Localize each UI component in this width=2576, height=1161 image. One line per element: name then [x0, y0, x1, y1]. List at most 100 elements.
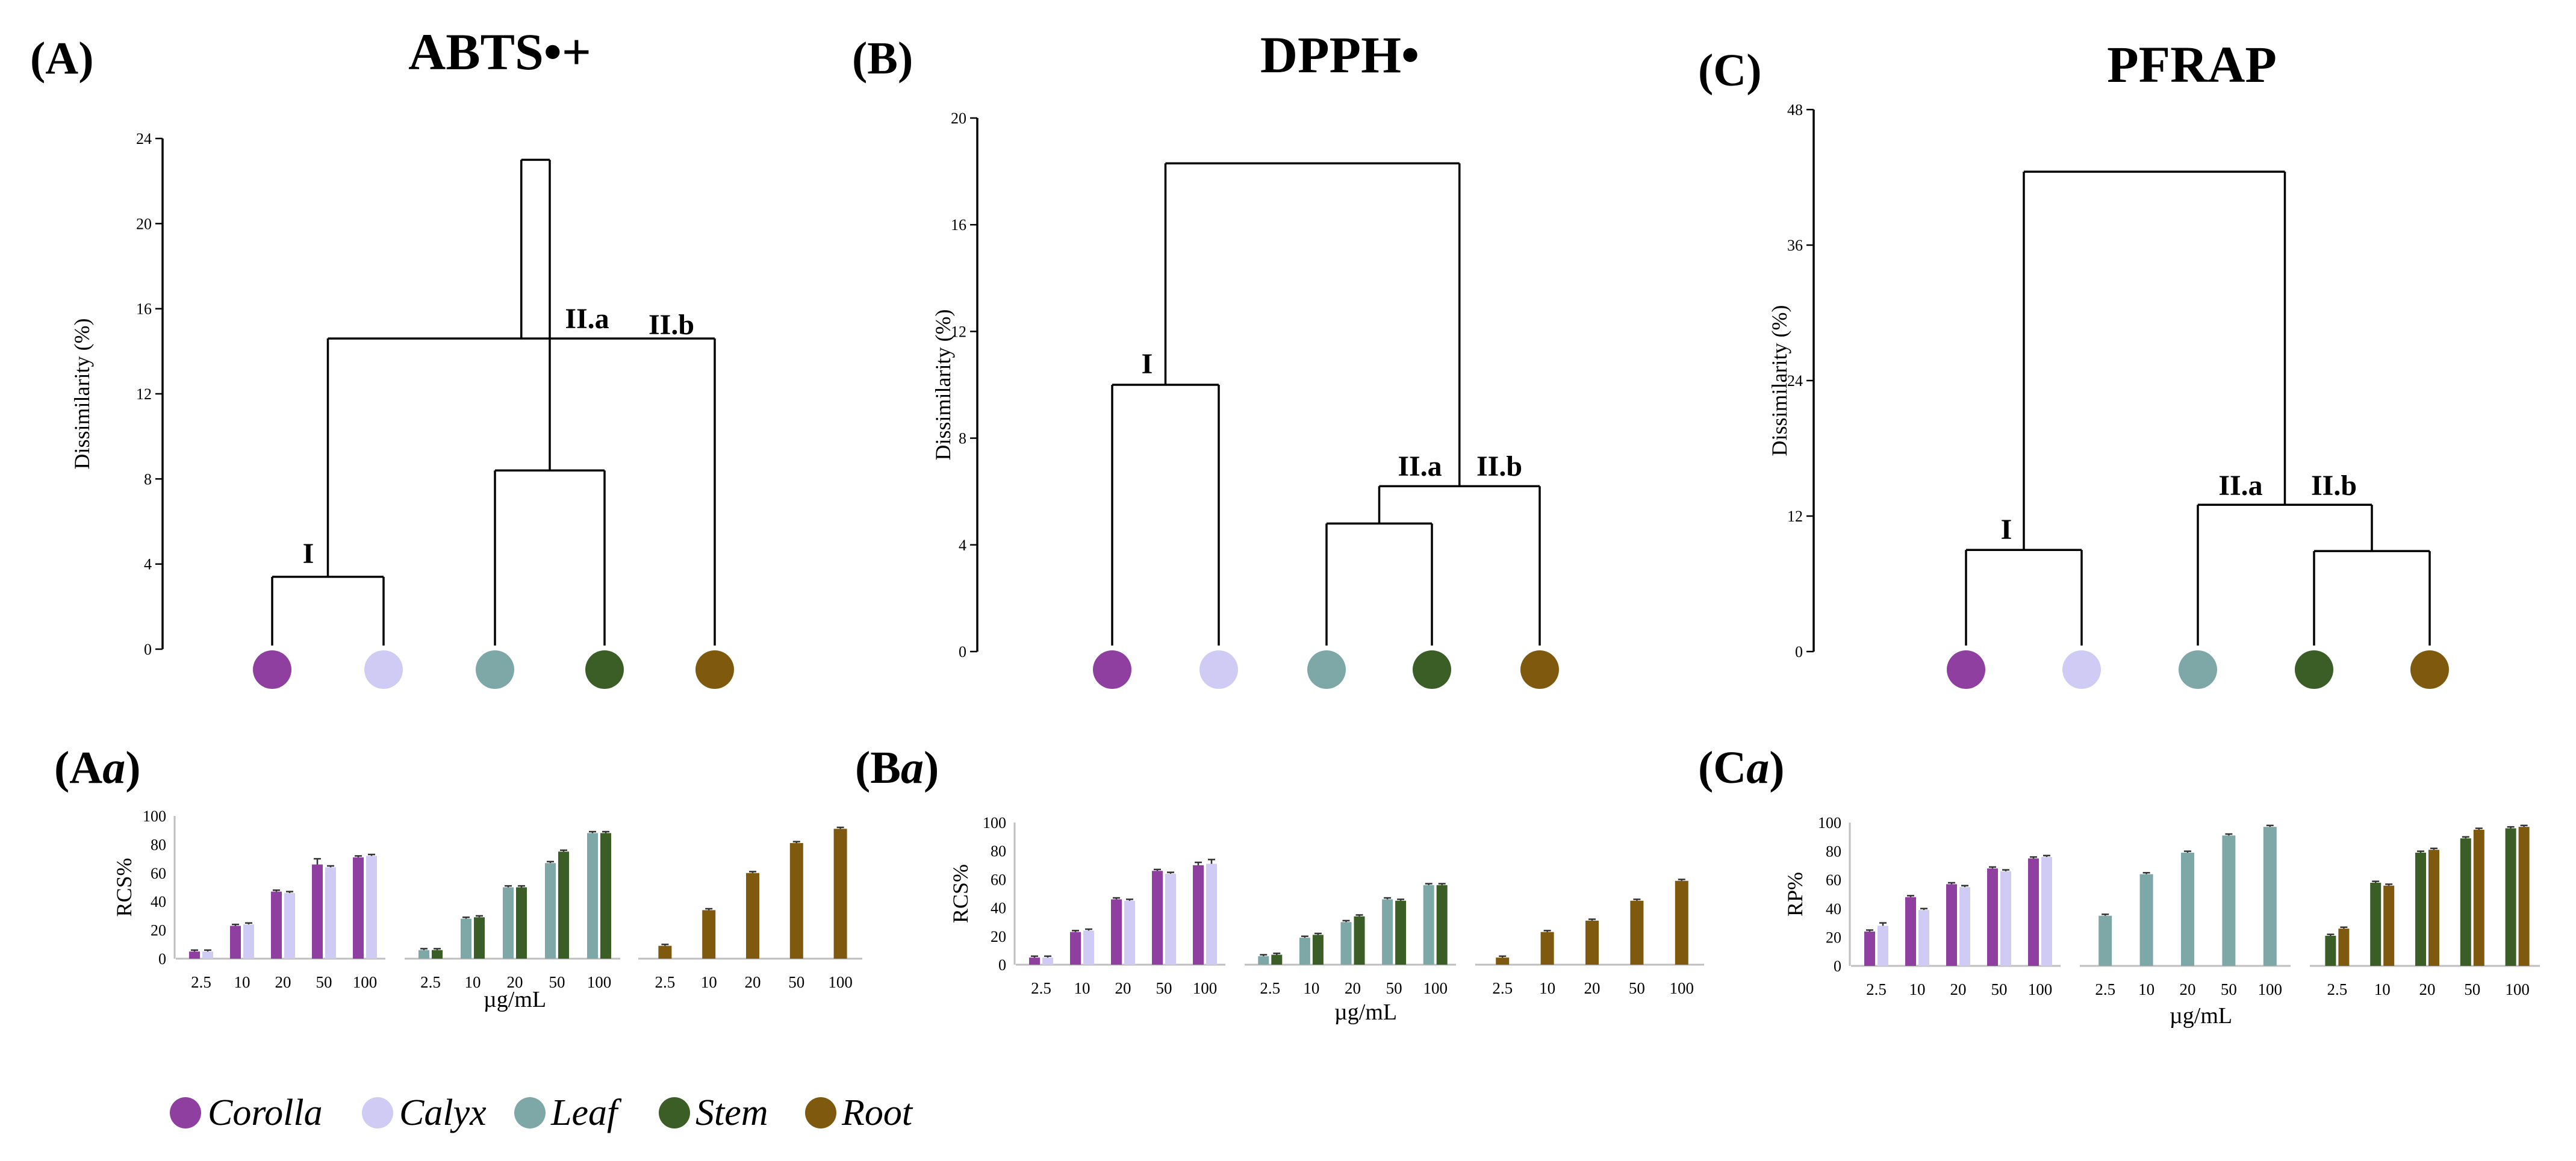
y-tick-label: 8 — [144, 470, 152, 488]
x-tick-label: 50 — [549, 973, 565, 991]
bar-stem — [2325, 936, 2336, 966]
x-tick-label: 2.5 — [420, 973, 441, 991]
panel-label: (A) — [30, 33, 94, 84]
bar-calyx — [325, 867, 336, 959]
bar-corolla — [353, 857, 364, 959]
y-axis-label: Dissimilarity (%) — [70, 319, 94, 470]
bar-corolla — [1029, 957, 1040, 965]
bar-root — [2383, 885, 2395, 966]
legend: Corolla Calyx Leaf Stem Root — [170, 1092, 913, 1133]
bar-stem — [2505, 828, 2516, 966]
x-axis-label: µg/mL — [484, 987, 546, 1012]
bar-leaf — [2139, 874, 2153, 966]
x-tick-label: 100 — [587, 973, 612, 991]
y-tick-label: 4 — [144, 556, 152, 573]
panel-label: (Ba) — [855, 742, 939, 793]
bar-corolla — [1946, 884, 1957, 966]
legend-swatch-corolla — [170, 1097, 201, 1128]
x-tick-label: 10 — [1303, 979, 1319, 997]
bar-calyx — [1918, 910, 1929, 966]
x-tick-label: 10 — [2138, 980, 2154, 998]
y-tick-label: 0 — [1795, 643, 1803, 661]
x-tick-label: 10 — [1909, 980, 1926, 998]
x-tick-label: 10 — [465, 973, 481, 991]
x-tick-label: 20 — [1115, 979, 1131, 997]
bar-chart-dpph: (Ba) RCS% µg/mL 0 20 40 60 80 100 2.5 10 20 50 100 2.5… — [855, 742, 1704, 1025]
x-tick-label: 100 — [2505, 980, 2530, 998]
bar-stem — [1271, 954, 1283, 965]
x-tick-label: 2.5 — [1031, 979, 1051, 997]
x-tick-label: 20 — [1345, 979, 1361, 997]
dendrogram-pfrap: (C) PFRAP Dissimilarity (%) 0 12 24 36 48 I II.a I… — [1698, 36, 2449, 689]
bar-corolla — [1193, 865, 1204, 965]
leaf-root — [1520, 650, 1559, 689]
bar-leaf — [2098, 915, 2112, 966]
y-tick-label: 40 — [151, 893, 166, 910]
x-tick-label: 100 — [2028, 980, 2053, 998]
bar-leaf — [461, 918, 471, 959]
dendrogram-abts: (A) ABTS•+ Dissimilarity (%) 0 4 8 12 16 20 24 I II… — [30, 23, 734, 689]
bar-corolla — [1987, 868, 1998, 966]
leaf-calyx — [2062, 650, 2101, 689]
x-tick-label: 100 — [828, 973, 853, 991]
leaf-stem — [585, 650, 624, 689]
x-tick-label: 10 — [701, 973, 717, 991]
bar-stem — [1312, 935, 1324, 965]
y-tick-label: 0 — [998, 956, 1006, 974]
bar-calyx — [1206, 864, 1217, 965]
y-tick-label: 60 — [1826, 871, 1841, 889]
bar-calyx — [202, 951, 213, 959]
panel-label: (C) — [1698, 45, 1762, 96]
x-tick-label: 50 — [2221, 980, 2237, 998]
leaf-corolla — [253, 650, 291, 689]
bar-corolla — [1111, 899, 1122, 965]
legend-label-calyx: Calyx — [399, 1092, 487, 1133]
x-tick-label: 50 — [1629, 979, 1645, 997]
x-tick-label: 2.5 — [655, 973, 676, 991]
y-tick-label: 100 — [143, 808, 166, 825]
bar-stem — [516, 887, 527, 959]
x-tick-label: 20 — [2419, 980, 2436, 998]
y-tick-label: 40 — [991, 900, 1006, 917]
cluster-label: II.a — [1398, 450, 1442, 482]
bar-stem — [1395, 900, 1407, 965]
leaf-root — [2410, 650, 2449, 689]
cluster-label: II.b — [649, 309, 694, 341]
y-tick-label: 60 — [151, 865, 166, 882]
legend-swatch-calyx — [362, 1097, 393, 1128]
x-tick-label: 50 — [316, 973, 332, 991]
x-tick-label: 100 — [1423, 979, 1448, 997]
legend-label-stem: Stem — [695, 1092, 768, 1133]
panel-label: (Ca) — [1698, 742, 1785, 793]
legend-swatch-leaf — [514, 1097, 546, 1128]
y-tick-label: 60 — [991, 871, 1006, 888]
y-tick-label: 24 — [136, 130, 152, 148]
bar-leaf — [2181, 852, 2194, 966]
bar-calyx — [243, 924, 254, 959]
y-tick-label: 20 — [991, 928, 1006, 945]
bar-calyx — [1083, 930, 1094, 965]
bar-root — [2338, 929, 2350, 966]
y-tick-label: 4 — [959, 537, 966, 554]
x-tick-label: 20 — [1950, 980, 1967, 998]
y-tick-label: 20 — [136, 215, 152, 232]
x-tick-label: 10 — [2374, 980, 2391, 998]
y-tick-label: 100 — [983, 814, 1006, 832]
bar-calyx — [1042, 957, 1053, 965]
cluster-label: I — [1142, 348, 1153, 380]
x-tick-label: 20 — [745, 973, 761, 991]
x-tick-label: 2.5 — [2095, 980, 2115, 998]
bar-leaf — [1299, 938, 1310, 965]
bar-stem — [432, 950, 443, 959]
bar-stem — [558, 851, 569, 959]
x-tick-label: 50 — [788, 973, 804, 991]
x-tick-label: 50 — [1386, 979, 1402, 997]
y-tick-label: 8 — [959, 430, 966, 447]
bar-leaf — [2222, 835, 2236, 966]
bar-corolla — [312, 864, 323, 959]
y-axis-label: RCS% — [112, 858, 136, 917]
y-tick-label: 40 — [1826, 900, 1841, 918]
leaf-stem — [1413, 650, 1451, 689]
bar-corolla — [1905, 897, 1916, 966]
bar-leaf — [418, 950, 429, 959]
